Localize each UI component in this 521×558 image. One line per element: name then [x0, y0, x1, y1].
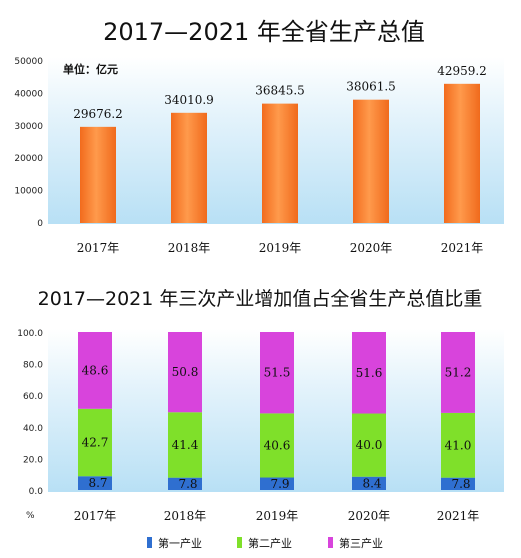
legend-swatch [328, 537, 333, 548]
chart1-y-tick-label: 50000 [14, 57, 43, 67]
chart2-y-unit: % [26, 511, 35, 521]
chart1-unit-label: 单位：亿元 [63, 62, 118, 76]
chart2-segment-label: 51.2 [445, 365, 472, 379]
chart2-segment-label: 41.4 [172, 438, 199, 452]
chart2-segment-label: 42.7 [82, 436, 109, 450]
chart2-segment-label: 50.8 [172, 365, 199, 379]
chart2-segment-label: 7.9 [270, 477, 289, 491]
chart2-y-tick-label: 20.0 [23, 455, 43, 465]
chart2-y-tick-label: 60.0 [23, 392, 43, 402]
chart1-category-label: 2020年 [350, 241, 393, 255]
chart1-y-tick-label: 40000 [14, 89, 43, 99]
chart2-segment-2 [441, 412, 475, 478]
chart1-value-labels: 29676.2 34010.9 36845.5 38061.5 42959.2 [73, 64, 487, 121]
chart2-y-tick-label: 100.0 [17, 329, 43, 339]
chart2-segment-3 [260, 332, 294, 414]
chart1-data-label: 36845.5 [255, 84, 305, 98]
chart2-y-tick-label: 80.0 [23, 361, 43, 371]
chart2-segment-label: 51.6 [356, 366, 383, 380]
chart1-title: 2017—2021 年全省生产总值 [103, 18, 425, 46]
chart2-category-label: 2019年 [256, 509, 299, 523]
chart1-bars [80, 83, 480, 223]
chart2-y-tick-label: 40.0 [23, 424, 43, 434]
chart1-data-label: 38061.5 [346, 80, 396, 94]
chart2-segment-1 [168, 477, 202, 490]
chart2-segment-2 [260, 413, 294, 478]
chart2-segment-1 [352, 476, 386, 490]
chart2-category-label: 2018年 [164, 509, 207, 523]
chart1-category-label: 2021年 [441, 241, 484, 255]
chart2-segment-1 [78, 476, 112, 490]
chart2-category-label: 2021年 [437, 509, 480, 523]
chart2-segment-label: 40.6 [264, 438, 291, 452]
chart2-segment-3 [168, 332, 202, 413]
legend-label: 第三产业 [339, 536, 383, 550]
chart2-segment-1 [441, 477, 475, 490]
legend-label: 第二产业 [248, 536, 292, 550]
chart2-legend: 第一产业 第二产业 第三产业 [147, 536, 383, 550]
chart1-bar [353, 99, 389, 223]
chart1-category-label: 2019年 [259, 241, 302, 255]
chart1-data-label: 29676.2 [73, 107, 123, 121]
chart2-segment-2 [168, 412, 202, 478]
chart1-category-label: 2017年 [77, 241, 120, 255]
chart2-segment-label: 7.8 [178, 477, 197, 491]
chart1-bar [262, 103, 298, 223]
chart2-segment-label: 48.6 [82, 363, 109, 377]
chart1-x-axis: 2017年 2018年 2019年 2020年 2021年 [77, 241, 484, 255]
chart2-segment-label: 8.7 [88, 476, 107, 490]
chart2-segment-label: 51.5 [264, 366, 291, 380]
legend-label: 第一产业 [158, 536, 202, 550]
chart1-y-tick-label: 10000 [14, 187, 43, 197]
chart2-segment-2 [78, 408, 112, 477]
legend-swatch [147, 537, 152, 548]
chart2-stacked-bars: 8.7 42.7 48.6 7.8 41.4 50.8 7.9 40.6 51.5 8.4 40.0… [78, 332, 475, 491]
chart2-segment-3 [78, 332, 112, 409]
chart2-x-axis: 2017年 2018年 2019年 2020年 2021年 [74, 509, 480, 523]
legend-swatch [237, 537, 242, 548]
chart2-segment-label: 8.4 [362, 476, 381, 490]
chart1-bar [444, 83, 480, 223]
chart2-segment-1 [260, 477, 294, 490]
chart2-segment-label: 7.8 [451, 477, 470, 491]
chart2-category-label: 2020年 [348, 509, 391, 523]
chart2-segment-label: 40.0 [356, 438, 383, 452]
chart1-data-label: 42959.2 [437, 64, 487, 78]
chart2-y-tick-label: 0.0 [29, 487, 44, 497]
chart2-segment-3 [441, 332, 475, 413]
chart1-y-tick-label: 20000 [14, 154, 43, 164]
chart1-category-label: 2018年 [168, 241, 211, 255]
chart2-title: 2017—2021 年三次产业增加值占全省生产总值比重 [38, 288, 483, 310]
chart1-bar [80, 126, 116, 223]
chart1-data-label: 34010.9 [164, 93, 214, 107]
chart2-segment-2 [352, 413, 386, 477]
chart2-segment-label: 41.0 [445, 438, 472, 452]
chart1-bar [171, 112, 207, 223]
chart1-y-axis: 0 10000 20000 30000 40000 50000 [14, 57, 43, 229]
chart2-segment-3 [352, 332, 386, 414]
chart1-y-tick-label: 30000 [14, 122, 43, 132]
chart2-category-label: 2017年 [74, 509, 117, 523]
chart2-y-axis: 0.0 20.0 40.0 60.0 80.0 100.0 [17, 329, 43, 497]
chart1-y-tick-label: 0 [37, 219, 43, 229]
